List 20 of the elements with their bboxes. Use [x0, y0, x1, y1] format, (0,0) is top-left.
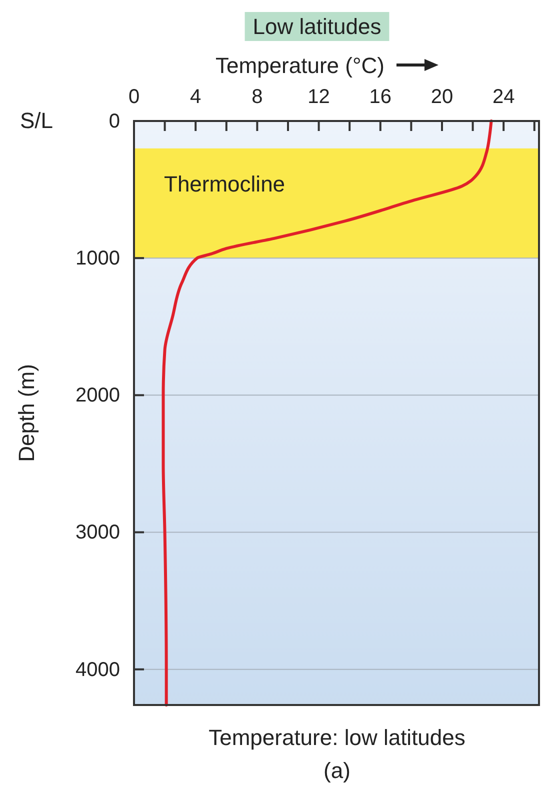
y-axis-title: Depth (m) [14, 364, 39, 462]
y-tick-label: 4000 [76, 658, 120, 681]
y-tick-label: 0 [108, 110, 120, 132]
y-tick-label: 3000 [76, 522, 120, 544]
chart-title: Low latitudes [252, 14, 382, 39]
band-label: Thermocline [164, 171, 286, 196]
x-axis-title: Temperature (°C) [216, 53, 384, 78]
y-tick-label: 2000 [76, 384, 120, 407]
x-tick-label: 16 [369, 86, 392, 108]
x-tick-label: 12 [308, 86, 330, 108]
x-tick-label: 0 [128, 86, 140, 108]
text: Temperature: low latitudes [208, 725, 466, 750]
text: S/L [20, 108, 54, 133]
x-tick-label: 8 [252, 86, 263, 108]
x-tick-label: 24 [492, 86, 515, 108]
y-tick-label: 1000 [76, 247, 120, 270]
x-tick-label: 20 [430, 86, 454, 108]
line-series [162, 120, 493, 706]
text: (a) [324, 758, 350, 783]
x-tick-label: 4 [190, 86, 202, 108]
